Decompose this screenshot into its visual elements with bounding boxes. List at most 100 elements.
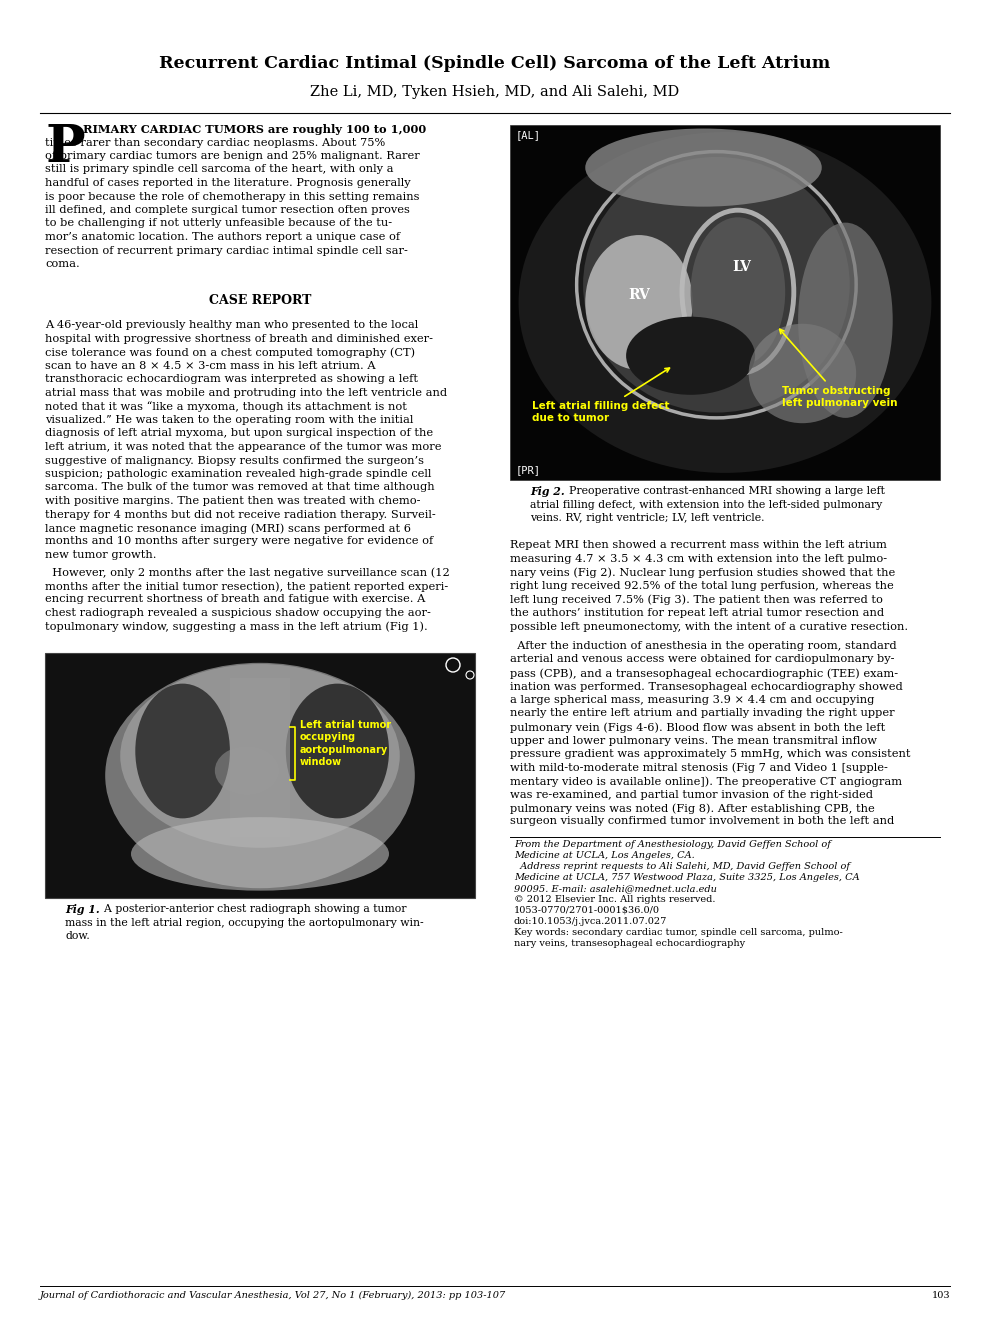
Bar: [510, 125, 940, 480]
Ellipse shape: [286, 684, 389, 818]
Bar: [45, 653, 475, 898]
Text: pulmonary vein (Figs 4-6). Blood flow was absent in both the left: pulmonary vein (Figs 4-6). Blood flow wa…: [510, 722, 885, 733]
Text: Fig 1.: Fig 1.: [65, 904, 100, 915]
Text: dow.: dow.: [65, 931, 90, 941]
Text: is poor because the role of chemotherapy in this setting remains: is poor because the role of chemotherapy…: [45, 191, 420, 202]
Text: mass in the left atrial region, occupying the aortopulmonary win-: mass in the left atrial region, occupyin…: [65, 917, 424, 928]
Text: noted that it was “like a myxoma, though its attachment is not: noted that it was “like a myxoma, though…: [45, 401, 407, 412]
Text: ill defined, and complete surgical tumor resection often proves: ill defined, and complete surgical tumor…: [45, 205, 410, 215]
Text: However, only 2 months after the last negative surveillance scan (12: However, only 2 months after the last ne…: [45, 568, 449, 578]
Text: veins. RV, right ventricle; LV, left ventricle.: veins. RV, right ventricle; LV, left ven…: [530, 513, 764, 523]
Text: upper and lower pulmonary veins. The mean transmitral inflow: upper and lower pulmonary veins. The mea…: [510, 735, 877, 746]
Text: was re-examined, and partial tumor invasion of the right-sided: was re-examined, and partial tumor invas…: [510, 789, 873, 800]
Text: therapy for 4 months but did not receive radiation therapy. Surveil-: therapy for 4 months but did not receive…: [45, 510, 436, 520]
Text: 1053-0770/2701-0001$36.0/0: 1053-0770/2701-0001$36.0/0: [514, 906, 660, 915]
Text: mor’s anatomic location. The authors report a unique case of: mor’s anatomic location. The authors rep…: [45, 232, 400, 242]
Text: Medicine at UCLA, 757 Westwood Plaza, Suite 3325, Los Angeles, CA: Medicine at UCLA, 757 Westwood Plaza, Su…: [514, 873, 859, 882]
Text: Tumor obstructing
left pulmonary vein: Tumor obstructing left pulmonary vein: [780, 329, 897, 408]
Text: diagnosis of left atrial myxoma, but upon surgical inspection of the: diagnosis of left atrial myxoma, but upo…: [45, 429, 434, 438]
Text: [AL]: [AL]: [516, 129, 541, 140]
Text: © 2012 Elsevier Inc. All rights reserved.: © 2012 Elsevier Inc. All rights reserved…: [514, 895, 716, 904]
Text: atrial mass that was mobile and protruding into the left ventricle and: atrial mass that was mobile and protrudi…: [45, 388, 447, 399]
Text: of primary cardiac tumors are benign and 25% malignant. Rarer: of primary cardiac tumors are benign and…: [45, 150, 420, 161]
Text: right lung received 92.5% of the total lung perfusion, whereas the: right lung received 92.5% of the total l…: [510, 581, 894, 591]
Ellipse shape: [798, 223, 893, 418]
Ellipse shape: [519, 132, 932, 473]
Bar: [230, 677, 290, 837]
Text: measuring 4.7 × 3.5 × 4.3 cm with extension into the left pulmo-: measuring 4.7 × 3.5 × 4.3 cm with extens…: [510, 554, 887, 564]
Ellipse shape: [748, 323, 856, 424]
Text: Address reprint requests to Ali Salehi, MD, David Geffen School of: Address reprint requests to Ali Salehi, …: [514, 862, 850, 871]
Text: visualized.” He was taken to the operating room with the initial: visualized.” He was taken to the operati…: [45, 414, 414, 425]
Text: the authors’ institution for repeat left atrial tumor resection and: the authors’ institution for repeat left…: [510, 609, 884, 618]
Text: Preoperative contrast-enhanced MRI showing a large left: Preoperative contrast-enhanced MRI showi…: [562, 486, 885, 496]
Ellipse shape: [120, 664, 400, 847]
Text: 90095. E-mail: asalehi@mednet.ucla.edu: 90095. E-mail: asalehi@mednet.ucla.edu: [514, 884, 717, 894]
Ellipse shape: [626, 317, 755, 395]
Text: pass (CPB), and a transesophageal echocardiographic (TEE) exam-: pass (CPB), and a transesophageal echoca…: [510, 668, 898, 678]
Text: RIMARY CARDIAC TUMORS are roughly 100 to 1,000: RIMARY CARDIAC TUMORS are roughly 100 to…: [83, 124, 427, 135]
Text: new tumor growth.: new tumor growth.: [45, 550, 156, 560]
Text: left lung received 7.5% (Fig 3). The patient then was referred to: left lung received 7.5% (Fig 3). The pat…: [510, 594, 883, 605]
Text: chest radiograph revealed a suspicious shadow occupying the aor-: chest radiograph revealed a suspicious s…: [45, 609, 431, 618]
Text: handful of cases reported in the literature. Prognosis generally: handful of cases reported in the literat…: [45, 178, 411, 187]
Text: arterial and venous access were obtained for cardiopulmonary by-: arterial and venous access were obtained…: [510, 655, 895, 664]
Text: A posterior-anterior chest radiograph showing a tumor: A posterior-anterior chest radiograph sh…: [97, 904, 407, 913]
Text: times rarer than secondary cardiac neoplasms. About 75%: times rarer than secondary cardiac neopl…: [45, 137, 385, 148]
Text: topulmonary window, suggesting a mass in the left atrium (Fig 1).: topulmonary window, suggesting a mass in…: [45, 622, 428, 632]
Ellipse shape: [105, 663, 415, 888]
Text: surgeon visually confirmed tumor involvement in both the left and: surgeon visually confirmed tumor involve…: [510, 817, 894, 826]
Text: scan to have an 8 × 4.5 × 3-cm mass in his left atrium. A: scan to have an 8 × 4.5 × 3-cm mass in h…: [45, 360, 375, 371]
Text: nary veins, transesophageal echocardiography: nary veins, transesophageal echocardiogr…: [514, 939, 745, 948]
Text: suggestive of malignancy. Biopsy results confirmed the surgeon’s: suggestive of malignancy. Biopsy results…: [45, 455, 424, 466]
Text: Left atrial filling defect
due to tumor: Left atrial filling defect due to tumor: [532, 368, 669, 422]
Ellipse shape: [691, 218, 785, 367]
Ellipse shape: [585, 235, 693, 370]
Text: a large spherical mass, measuring 3.9 × 4.4 cm and occupying: a large spherical mass, measuring 3.9 × …: [510, 696, 874, 705]
Text: 103: 103: [932, 1291, 950, 1300]
Text: suspicion; pathologic examination revealed high-grade spindle cell: suspicion; pathologic examination reveal…: [45, 469, 432, 479]
Text: pulmonary veins was noted (Fig 8). After establishing CPB, the: pulmonary veins was noted (Fig 8). After…: [510, 803, 875, 813]
Text: resection of recurrent primary cardiac intimal spindle cell sar-: resection of recurrent primary cardiac i…: [45, 246, 408, 256]
Text: pressure gradient was approximately 5 mmHg, which was consistent: pressure gradient was approximately 5 mm…: [510, 748, 911, 759]
Text: Zhe Li, MD, Tyken Hsieh, MD, and Ali Salehi, MD: Zhe Li, MD, Tyken Hsieh, MD, and Ali Sal…: [311, 84, 679, 99]
Text: hospital with progressive shortness of breath and diminished exer-: hospital with progressive shortness of b…: [45, 334, 433, 345]
Text: After the induction of anesthesia in the operating room, standard: After the induction of anesthesia in the…: [510, 642, 897, 651]
Text: lance magnetic resonance imaging (MRI) scans performed at 6: lance magnetic resonance imaging (MRI) s…: [45, 523, 411, 533]
Text: months and 10 months after surgery were negative for evidence of: months and 10 months after surgery were …: [45, 536, 434, 546]
Text: Fig 2.: Fig 2.: [530, 486, 564, 498]
Text: nearly the entire left atrium and partially invading the right upper: nearly the entire left atrium and partia…: [510, 709, 895, 718]
Text: A 46-year-old previously healthy man who presented to the local: A 46-year-old previously healthy man who…: [45, 321, 418, 330]
Text: Medicine at UCLA, Los Angeles, CA.: Medicine at UCLA, Los Angeles, CA.: [514, 851, 695, 861]
Text: RV: RV: [628, 288, 649, 302]
Text: Key words: secondary cardiac tumor, spindle cell sarcoma, pulmo-: Key words: secondary cardiac tumor, spin…: [514, 928, 842, 937]
Text: From the Department of Anesthesiology, David Geffen School of: From the Department of Anesthesiology, D…: [514, 840, 831, 849]
Text: sarcoma. The bulk of the tumor was removed at that time although: sarcoma. The bulk of the tumor was remov…: [45, 483, 435, 492]
Text: with mild-to-moderate mitral stenosis (Fig 7 and Video 1 [supple-: with mild-to-moderate mitral stenosis (F…: [510, 763, 888, 774]
Text: cise tolerance was found on a chest computed tomography (CT): cise tolerance was found on a chest comp…: [45, 347, 415, 358]
Text: Left atrial tumor
occupying
aortopulmonary
window: Left atrial tumor occupying aortopulmona…: [300, 719, 391, 767]
Text: still is primary spindle cell sarcoma of the heart, with only a: still is primary spindle cell sarcoma of…: [45, 165, 393, 174]
Text: Repeat MRI then showed a recurrent mass within the left atrium: Repeat MRI then showed a recurrent mass …: [510, 540, 887, 550]
Text: transthoracic echocardiogram was interpreted as showing a left: transthoracic echocardiogram was interpr…: [45, 375, 418, 384]
Ellipse shape: [583, 157, 849, 413]
Text: Journal of Cardiothoracic and Vascular Anesthesia, Vol 27, No 1 (February), 2013: Journal of Cardiothoracic and Vascular A…: [40, 1291, 506, 1300]
Text: Recurrent Cardiac Intimal (Spindle Cell) Sarcoma of the Left Atrium: Recurrent Cardiac Intimal (Spindle Cell)…: [159, 55, 831, 73]
Text: with positive margins. The patient then was treated with chemo-: with positive margins. The patient then …: [45, 496, 421, 506]
Ellipse shape: [215, 746, 279, 795]
Ellipse shape: [585, 128, 822, 207]
Text: P: P: [45, 121, 85, 173]
Text: LV: LV: [733, 260, 751, 275]
Text: ination was performed. Transesophageal echocardiography showed: ination was performed. Transesophageal e…: [510, 681, 903, 692]
Text: encing recurrent shortness of breath and fatigue with exercise. A: encing recurrent shortness of breath and…: [45, 594, 426, 605]
Text: atrial filling defect, with extension into the left-sided pulmonary: atrial filling defect, with extension in…: [530, 499, 882, 510]
Text: [PR]: [PR]: [516, 465, 541, 475]
Text: months after the initial tumor resection), the patient reported experi-: months after the initial tumor resection…: [45, 581, 448, 591]
Text: left atrium, it was noted that the appearance of the tumor was more: left atrium, it was noted that the appea…: [45, 442, 442, 451]
Text: doi:10.1053/j.jvca.2011.07.027: doi:10.1053/j.jvca.2011.07.027: [514, 917, 667, 927]
Text: coma.: coma.: [45, 259, 80, 269]
Ellipse shape: [136, 684, 230, 818]
Text: mentary video is available online]). The preoperative CT angiogram: mentary video is available online]). The…: [510, 776, 902, 787]
Text: CASE REPORT: CASE REPORT: [209, 294, 311, 308]
Ellipse shape: [131, 817, 389, 891]
